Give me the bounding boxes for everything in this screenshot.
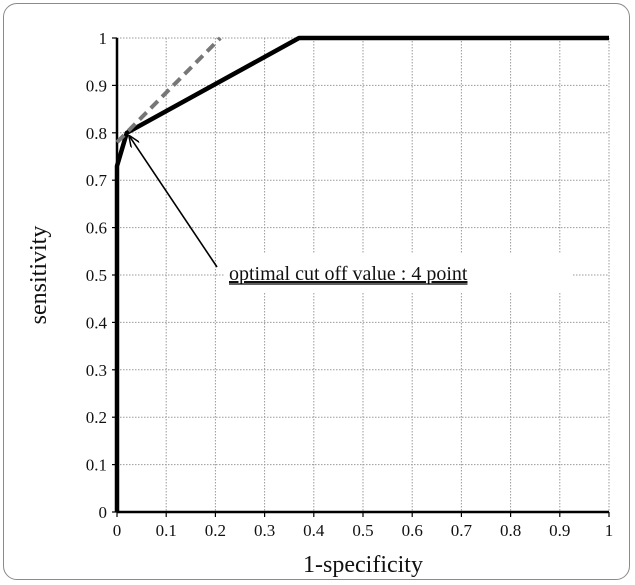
y-tick-labels: 0 0.1 0.2 0.3 0.4 0.5 0.6 0.7 0.8 0.9 1 [86,29,108,522]
x-tick-label: 0.6 [402,521,423,540]
x-axis-title: 1-specificity [303,552,423,578]
y-tick-label: 0.1 [86,456,107,475]
series-lines [114,35,609,512]
y-tick-label: 0.3 [86,361,107,380]
x-tick-label: 0.4 [303,521,325,540]
x-tick-labels: 0 0.1 0.2 0.3 0.4 0.5 0.6 0.7 0.8 0.9 1 [113,521,614,540]
y-tick-label: 0.7 [86,171,108,190]
x-tick-label: 0.5 [352,521,373,540]
x-tick-label: 0.2 [205,521,226,540]
y-tick-label: 0.6 [86,219,107,238]
x-tick-label: 0 [113,521,122,540]
y-tick-label: 1 [99,29,108,48]
series-line-dashed [115,36,222,144]
x-tick-label: 0.3 [254,521,275,540]
y-tick-label: 0 [99,503,108,522]
annotation-text: optimal cut off value : 4 point [229,263,468,285]
x-tick-label: 0.8 [500,521,521,540]
x-tick-label: 0.9 [549,521,570,540]
annotation-arrow [130,137,218,268]
annotation-background [224,253,572,293]
y-tick-label: 0.8 [86,124,107,143]
annotation: optimal cut off value : 4 point [130,137,572,293]
y-tick-label: 0.9 [86,76,107,95]
x-tick-label: 0.1 [156,521,177,540]
y-tick-label: 0.4 [86,313,108,332]
y-tick-label: 0.5 [86,266,107,285]
y-tick-label: 0.2 [86,408,107,427]
series-line-roc [114,35,609,512]
x-tick-label: 0.7 [451,521,473,540]
x-tick-label: 1 [605,521,614,540]
y-axis-title: sensitivity [26,226,52,325]
